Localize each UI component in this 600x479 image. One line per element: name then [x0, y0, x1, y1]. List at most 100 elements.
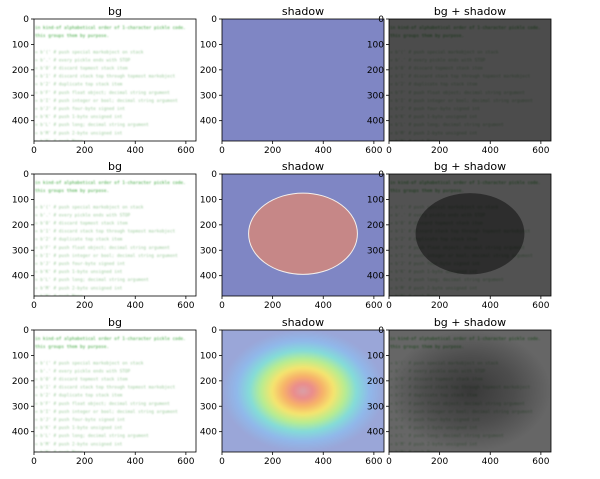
y-tick-label: 300	[367, 246, 384, 256]
y-tick-label: 0	[211, 15, 217, 25]
code-line: = b'2' # duplicate top stack item	[35, 237, 123, 243]
y-tick-label: 200	[367, 66, 384, 76]
y-tick-label: 400	[200, 428, 217, 438]
panel-2: shadow 0 200 400 600 0 100 200 300 400	[200, 5, 385, 156]
image-background	[34, 174, 196, 296]
code-line: = b'N' # push None	[35, 449, 83, 455]
x-tick-label: 400	[127, 146, 144, 156]
panel-title: bg + shadow	[434, 160, 506, 173]
panel-image: in kind-of alphabetical order of 1-chara…	[34, 19, 196, 144]
y-tick-label: 0	[378, 170, 384, 180]
panel-title: bg	[108, 160, 122, 173]
code-line: = b'J' # push four-byte signed int	[35, 261, 125, 267]
y-tick-label: 200	[12, 66, 29, 76]
panel-image: in kind-of alphabetical order of 1-chara…	[34, 174, 196, 299]
panel-6: in kind-of alphabetical order of 1-chara…	[367, 160, 552, 311]
x-tick-label: 600	[532, 457, 549, 467]
x-tick-label: 0	[219, 146, 225, 156]
code-line: = b'1' # discard stack top through topmo…	[35, 385, 175, 391]
code-line: = b'L' # push long; decimal string argum…	[35, 122, 149, 128]
panel-title: shadow	[282, 5, 324, 18]
image-background	[34, 330, 196, 452]
y-tick-label: 300	[367, 91, 384, 101]
x-tick-label: 200	[76, 457, 93, 467]
x-tick-label: 400	[482, 146, 499, 156]
code-line: = b'.' # every pickle ends with STOP	[35, 368, 131, 374]
x-tick-label: 200	[431, 146, 448, 156]
panel-image: in kind-of alphabetical order of 1-chara…	[389, 19, 551, 141]
x-tick-label: 400	[127, 301, 144, 311]
y-tick-label: 400	[200, 117, 217, 127]
panel-title: bg + shadow	[434, 5, 506, 18]
y-tick-label: 0	[23, 326, 29, 336]
y-tick-label: 0	[378, 326, 384, 336]
code-line: = b'K' # push 1-byte unsigned int	[35, 269, 123, 275]
x-tick-label: 0	[386, 146, 392, 156]
code-line: = b'I' # push integer or bool; decimal s…	[35, 253, 178, 259]
code-line: = b'F' # push float object; decimal stri…	[35, 401, 170, 407]
axes-frame	[33, 173, 197, 297]
panel-image: in kind-of alphabetical order of 1-chara…	[389, 330, 551, 452]
y-tick-label: 400	[12, 428, 29, 438]
x-tick-label: 400	[127, 457, 144, 467]
image-background	[34, 19, 196, 141]
y-tick-label: 100	[200, 40, 217, 50]
shadow-overlay	[389, 174, 551, 296]
code-text-block: in kind-of alphabetical order of 1-chara…	[35, 180, 186, 299]
panel-4: in kind-of alphabetical order of 1-chara…	[12, 160, 197, 311]
y-tick-label: 400	[367, 117, 384, 127]
x-tick-label: 400	[315, 146, 332, 156]
axes-frame	[221, 18, 385, 142]
axes-frame	[388, 18, 552, 142]
code-line: = b'1' # discard stack top through topmo…	[35, 74, 175, 80]
panel-3: in kind-of alphabetical order of 1-chara…	[367, 5, 552, 156]
axes-frame	[388, 329, 552, 453]
code-line: = b'J' # push four-byte signed int	[35, 417, 125, 423]
y-tick-label: 400	[200, 272, 217, 282]
y-tick-label: 200	[12, 221, 29, 231]
code-line: = b'M' # push 2-byte unsigned int	[35, 285, 123, 291]
y-tick-label: 400	[12, 272, 29, 282]
x-tick-label: 600	[532, 301, 549, 311]
y-tick-label: 200	[200, 221, 217, 231]
y-tick-label: 100	[200, 195, 217, 205]
code-line: = b'K' # push 1-byte unsigned int	[35, 425, 123, 431]
code-line: in kind-of alphabetical order of 1-chara…	[35, 180, 186, 186]
x-tick-label: 200	[431, 301, 448, 311]
panel-image	[222, 174, 384, 296]
panel-title: shadow	[282, 160, 324, 173]
code-line: in kind-of alphabetical order of 1-chara…	[35, 25, 186, 31]
x-tick-label: 200	[76, 146, 93, 156]
shadow-overlay	[389, 19, 551, 141]
y-tick-label: 200	[200, 377, 217, 387]
x-tick-label: 200	[264, 301, 281, 311]
panel-title: shadow	[282, 316, 324, 329]
code-line: this groups them by purpose.	[35, 33, 109, 39]
shadow-ellipse	[248, 192, 358, 275]
panel-5: shadow 0 200 400 600 0 100 200 300 400	[200, 160, 385, 311]
code-line: = b'1' # discard stack top through topmo…	[35, 229, 175, 235]
code-line: = b'M' # push 2-byte unsigned int	[35, 441, 123, 447]
y-tick-label: 300	[200, 246, 217, 256]
x-tick-label: 400	[482, 301, 499, 311]
code-line: = b'(' # push special markobject on stac…	[35, 204, 144, 210]
panel-title: bg	[108, 5, 122, 18]
panel-9: in kind-of alphabetical order of 1-chara…	[367, 316, 552, 467]
code-line: = b'N' # push None	[35, 138, 83, 144]
x-tick-label: 600	[532, 146, 549, 156]
code-line: = b'0' # discard topmost stack item	[35, 377, 128, 383]
code-line: = b'I' # push integer or bool; decimal s…	[35, 409, 178, 415]
code-line: = b'K' # push 1-byte unsigned int	[35, 114, 123, 120]
code-line: in kind-of alphabetical order of 1-chara…	[35, 336, 186, 342]
code-line: = b'M' # push 2-byte unsigned int	[35, 130, 123, 136]
y-tick-label: 300	[12, 91, 29, 101]
y-tick-label: 200	[367, 377, 384, 387]
code-line: = b'N' # push None	[35, 293, 83, 299]
y-tick-label: 200	[200, 66, 217, 76]
x-tick-label: 600	[177, 146, 194, 156]
code-line: = b'0' # discard topmost stack item	[35, 66, 128, 72]
code-line: this groups them by purpose.	[35, 344, 109, 350]
x-tick-label: 200	[264, 146, 281, 156]
axes-frame	[221, 173, 385, 297]
